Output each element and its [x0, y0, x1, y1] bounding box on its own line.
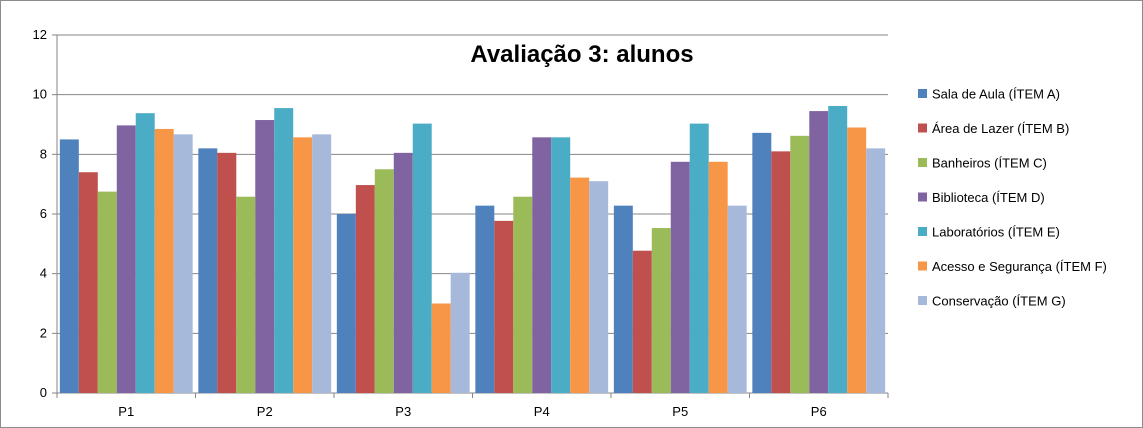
- y-tick-label: 6: [40, 206, 47, 221]
- bar-p2-series-7: [312, 134, 332, 393]
- bar-p2-series-3: [236, 196, 256, 393]
- bar-p5-series-7: [727, 205, 747, 393]
- bar-p3-series-5: [412, 123, 432, 393]
- bar-p3-series-3: [374, 169, 394, 393]
- legend-label: Banheiros (ÍTEM C): [932, 156, 1047, 171]
- legend: Sala de Aula (ÍTEM A) Área de Lazer (ÍTEM…: [918, 87, 1107, 309]
- bar-p6-series-2: [771, 151, 791, 393]
- legend-swatch: [918, 296, 927, 305]
- bar-p5-series-6: [708, 161, 728, 393]
- bar-p6-series-6: [847, 127, 867, 393]
- legend-swatch: [918, 261, 927, 271]
- legend-swatch: [918, 227, 927, 236]
- bar-p1-series-5: [135, 113, 155, 393]
- legend-swatch: [918, 89, 927, 98]
- y-tick-label: 0: [40, 385, 47, 400]
- y-tick-label: 4: [40, 266, 47, 281]
- bar-p4-series-1: [475, 205, 495, 393]
- y-tick-label: 8: [40, 146, 47, 161]
- bar-p2-series-6: [293, 137, 313, 393]
- bar-p1-series-1: [59, 139, 79, 393]
- bar-p5-series-3: [651, 228, 671, 393]
- y-tick-label: 2: [40, 325, 47, 340]
- legend-label: Laboratórios (ÍTEM E): [932, 225, 1060, 240]
- x-tick-label: P1: [118, 404, 134, 419]
- bar-p1-series-4: [116, 125, 136, 394]
- bar-p3-series-7: [450, 272, 470, 393]
- y-tick-labels: 0 2 4 6 8 10 12: [33, 27, 47, 400]
- bar-p6-series-1: [752, 132, 772, 393]
- legend-swatch: [918, 192, 927, 202]
- legend-label: Conservação (ÍTEM G): [932, 294, 1066, 309]
- bar-p4-series-7: [589, 181, 609, 393]
- bar-p6-series-3: [790, 135, 810, 393]
- y-tick-label: 10: [33, 87, 47, 102]
- bar-p5-series-4: [670, 161, 690, 393]
- bar-p1-series-6: [154, 128, 174, 393]
- x-tick-label: P2: [257, 404, 273, 419]
- bar-p1-series-7: [173, 134, 193, 393]
- axes: [56, 35, 889, 398]
- bars: [59, 106, 886, 394]
- bar-p2-series-4: [255, 120, 275, 394]
- bar-p3-series-1: [336, 214, 356, 393]
- legend-label: Área de Lazer (ÍTEM B): [932, 121, 1069, 136]
- chart-title: Avaliação 3: alunos: [470, 41, 693, 68]
- bar-p5-series-1: [613, 205, 633, 393]
- bar-p1-series-2: [78, 172, 98, 393]
- bar-p5-series-5: [689, 123, 709, 393]
- bar-p4-series-6: [570, 177, 590, 393]
- legend-label: Biblioteca (ÍTEM D): [932, 190, 1045, 205]
- x-tick-label: P3: [395, 404, 411, 419]
- bar-p3-series-2: [355, 185, 375, 393]
- bar-p1-series-3: [97, 191, 117, 393]
- bar-p2-series-5: [274, 108, 294, 393]
- bar-p2-series-1: [198, 148, 218, 393]
- bar-p6-series-5: [828, 106, 848, 394]
- bar-p5-series-2: [632, 250, 652, 393]
- x-tick-label: P4: [534, 404, 550, 419]
- gridlines: [52, 34, 888, 394]
- x-tick-labels: P1 P2 P3 P4 P5 P6: [118, 404, 826, 419]
- legend-swatch: [918, 158, 927, 167]
- legend-label: Acesso e Segurança (ÍTEM F): [932, 259, 1107, 274]
- bar-p3-series-6: [431, 303, 451, 393]
- x-tick-label: P6: [811, 404, 827, 419]
- bar-p6-series-7: [866, 148, 886, 393]
- legend-label: Sala de Aula (ÍTEM A): [932, 87, 1060, 102]
- bar-p4-series-5: [551, 137, 571, 393]
- bar-p4-series-2: [494, 220, 514, 393]
- legend-swatch: [918, 123, 927, 133]
- x-tick-label: P5: [672, 404, 688, 419]
- y-tick-label: 12: [33, 27, 47, 42]
- bar-p4-series-4: [532, 137, 552, 393]
- bar-p4-series-3: [513, 196, 533, 393]
- bar-p6-series-4: [809, 111, 829, 393]
- bar-p3-series-4: [393, 152, 413, 393]
- bar-p2-series-2: [217, 152, 237, 393]
